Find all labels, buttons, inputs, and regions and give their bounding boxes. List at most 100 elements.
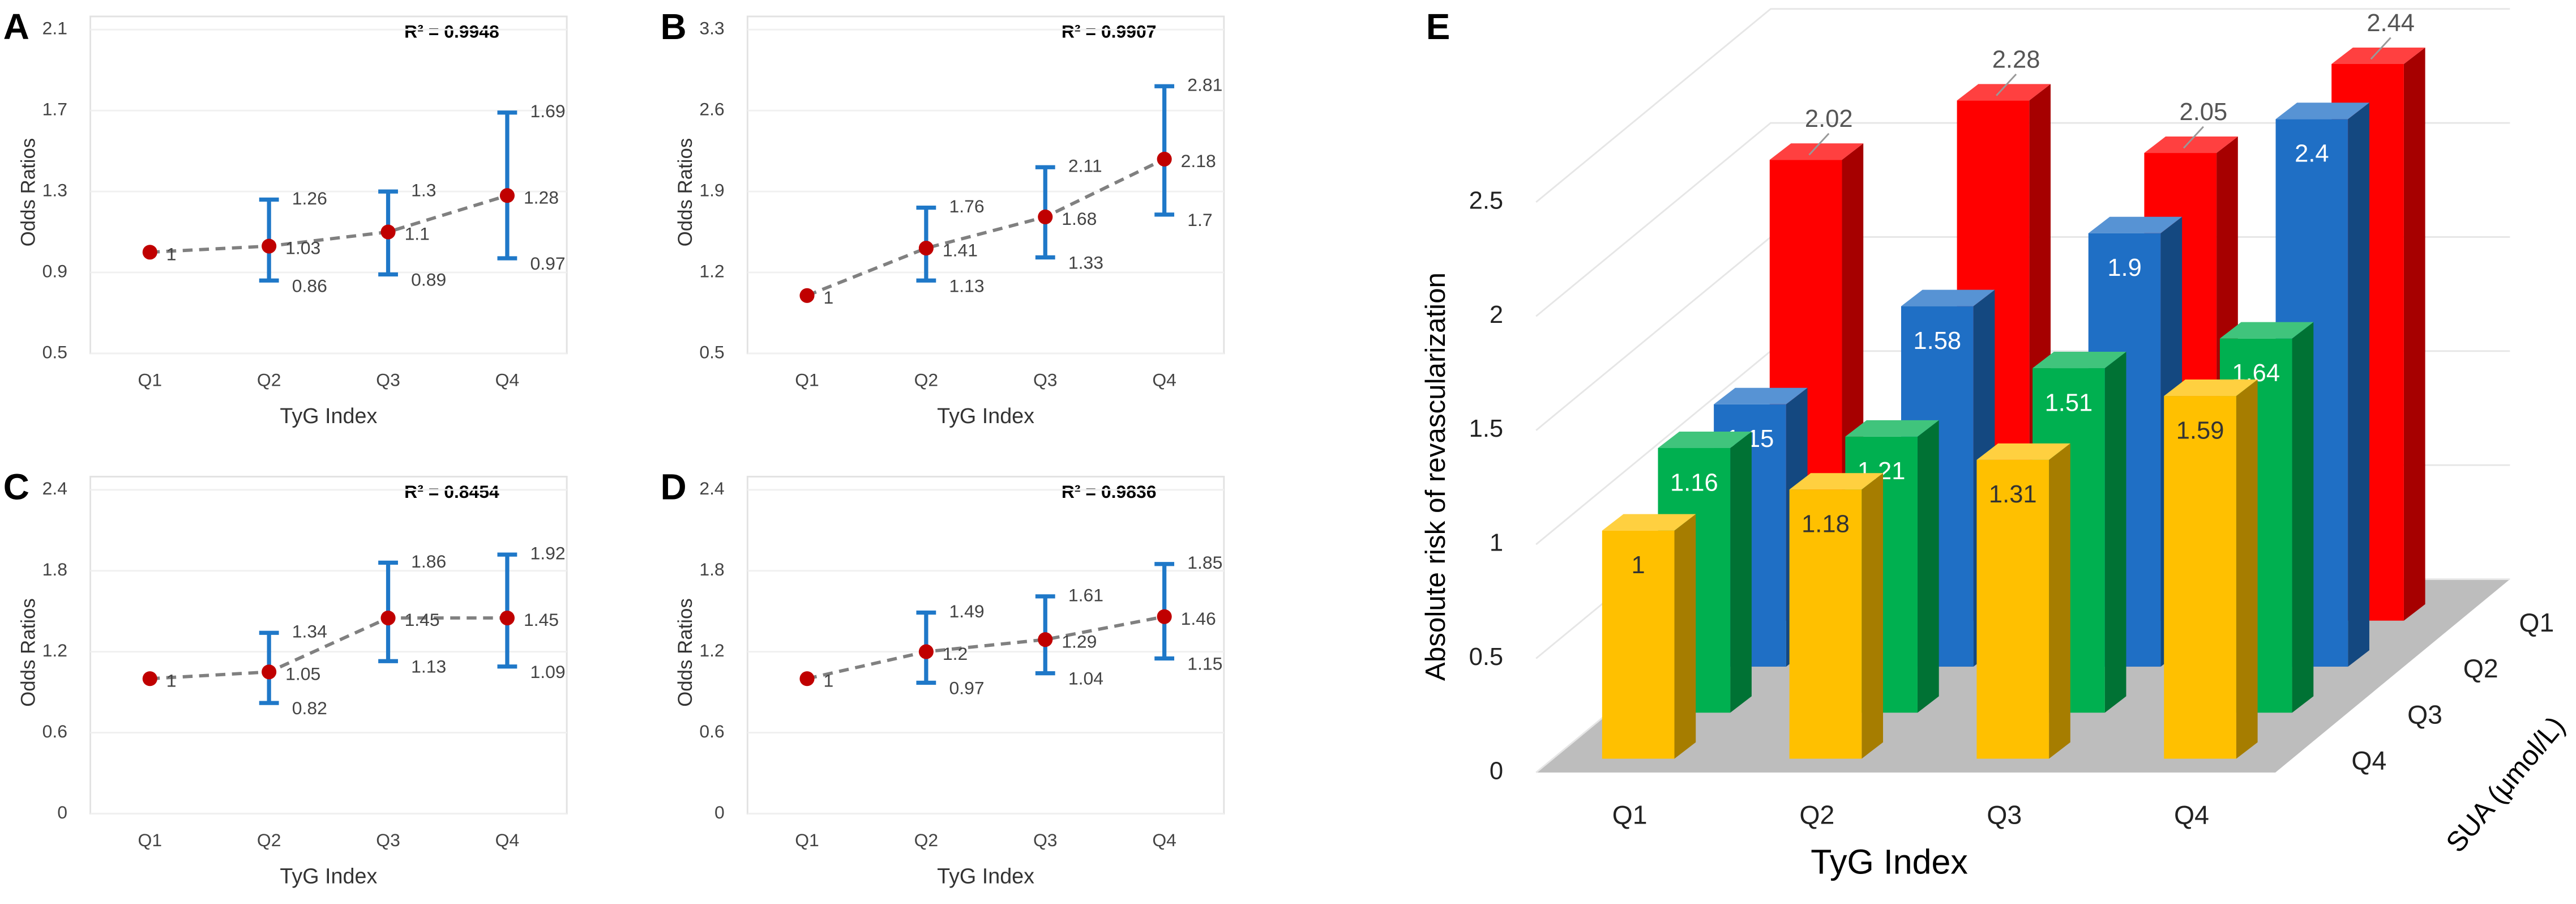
value-label: 1.9 [2107, 254, 2142, 282]
bar-top [2219, 322, 2314, 339]
bar-top [2032, 352, 2126, 369]
upper-label: 1.85 [1187, 552, 1222, 573]
bar-top [2164, 379, 2258, 396]
y-tick-label: 2.4 [699, 478, 724, 498]
bar-side [2292, 322, 2314, 713]
bar-top [1976, 443, 2070, 460]
value-label: 2.28 [1992, 46, 2040, 73]
upper-label: 1.3 [411, 180, 436, 200]
y-tick-label: 1.2 [699, 261, 724, 281]
y-axis-label: Odds Ratios [674, 598, 696, 707]
leader-line [2183, 126, 2204, 149]
lower-label: 0.82 [292, 698, 327, 718]
x-axis-label: TyG Index [937, 404, 1034, 428]
y-tick-label: 2.6 [699, 99, 724, 120]
trend-line [149, 194, 508, 254]
bar-top [2144, 137, 2238, 153]
lower-label: 1.33 [1068, 252, 1103, 272]
y-axis-label: Odds Ratios [674, 138, 696, 247]
bar-top [2275, 103, 2369, 120]
value-label: 1.45 [524, 609, 559, 630]
point [380, 610, 396, 626]
y-tick-label: 0 [57, 802, 67, 822]
bar [2164, 396, 2236, 759]
annotation: R² = 0.8454 [404, 481, 499, 502]
legend-label: Q2 [2463, 654, 2498, 683]
panel-letter: C [3, 467, 29, 508]
lower-label: 1.7 [1187, 210, 1212, 230]
point [499, 610, 515, 626]
x-tick-label: Q1 [1612, 800, 1648, 829]
y-tick-label: 1.9 [699, 180, 724, 200]
bar-top [1602, 514, 1696, 531]
point [142, 245, 157, 260]
point [262, 238, 277, 254]
trend-line [806, 615, 1165, 681]
legend-label: Q1 [2519, 608, 2554, 637]
value-label: 2.4 [2295, 140, 2329, 168]
panel-letter: B [661, 6, 687, 47]
bar-side [2104, 352, 2126, 713]
point [799, 288, 815, 303]
x-tick-label: Q1 [795, 830, 819, 850]
x-axis-label: TyG Index [280, 864, 377, 888]
y-axis-label: Odds Ratios [17, 138, 39, 247]
value-label: 1.03 [285, 238, 320, 258]
x-axis-label: TyG Index [280, 404, 377, 428]
x-tick-label: Q3 [376, 830, 400, 850]
lower-label: 1.04 [1068, 668, 1103, 689]
bar-top [1845, 420, 1939, 437]
point [262, 664, 277, 680]
bar-side [2236, 379, 2258, 759]
bar-top [1714, 387, 1808, 404]
y-tick-label: 0.6 [699, 721, 724, 741]
lower-label: 1.13 [411, 656, 446, 676]
x-axis-label: TyG Index [1811, 842, 1968, 881]
x-tick-label: Q4 [495, 370, 520, 390]
bar-side [1730, 431, 1752, 713]
y-tick-label: 1.8 [699, 559, 724, 579]
y-tick-label: 0.5 [1469, 643, 1504, 671]
bar-side [1862, 473, 1884, 759]
x-tick-label: Q4 [1152, 830, 1176, 850]
value-label: 1.45 [405, 609, 440, 630]
trend-line [149, 616, 507, 681]
point [1157, 609, 1172, 624]
x-tick-label: Q3 [1033, 830, 1058, 850]
value-label: 1 [166, 670, 177, 690]
bar-side [2403, 47, 2425, 621]
point [918, 644, 934, 659]
value-label: 1.2 [943, 643, 968, 664]
y-axis-label: Odds Ratios [17, 598, 39, 707]
value-label: 2.44 [2367, 10, 2415, 37]
y-tick-label: 2 [1490, 301, 1503, 329]
legend-label: Q3 [2407, 700, 2442, 729]
bar-side [2348, 103, 2369, 667]
upper-label: 1.69 [530, 101, 566, 121]
upper-label: 1.34 [292, 621, 327, 642]
upper-label: 1.26 [292, 188, 327, 208]
bar-side [2049, 443, 2070, 759]
leader-line [1808, 133, 1830, 156]
bar [1789, 489, 1862, 759]
legend-label: Q4 [2351, 746, 2386, 775]
value-label: 1.16 [1670, 469, 1718, 496]
bar [1602, 530, 1675, 759]
lower-label: 1.15 [1187, 654, 1222, 674]
annotation: R² = 0.9836 [1062, 481, 1157, 502]
x-tick-label: Q2 [1799, 800, 1834, 829]
x-tick-label: Q3 [376, 370, 400, 390]
lower-label: 0.97 [949, 677, 985, 698]
point [918, 241, 934, 256]
y-tick-label: 1.2 [42, 640, 67, 660]
bar-side [1674, 514, 1696, 759]
panel-letter: D [661, 467, 687, 508]
upper-label: 1.92 [530, 543, 566, 563]
point [1157, 151, 1172, 167]
y-tick-label: 0.5 [42, 342, 67, 362]
bar-top [1769, 143, 1864, 160]
panel-letter: E [1426, 6, 1450, 47]
point [1038, 209, 1053, 225]
value-label: 1 [824, 670, 834, 690]
